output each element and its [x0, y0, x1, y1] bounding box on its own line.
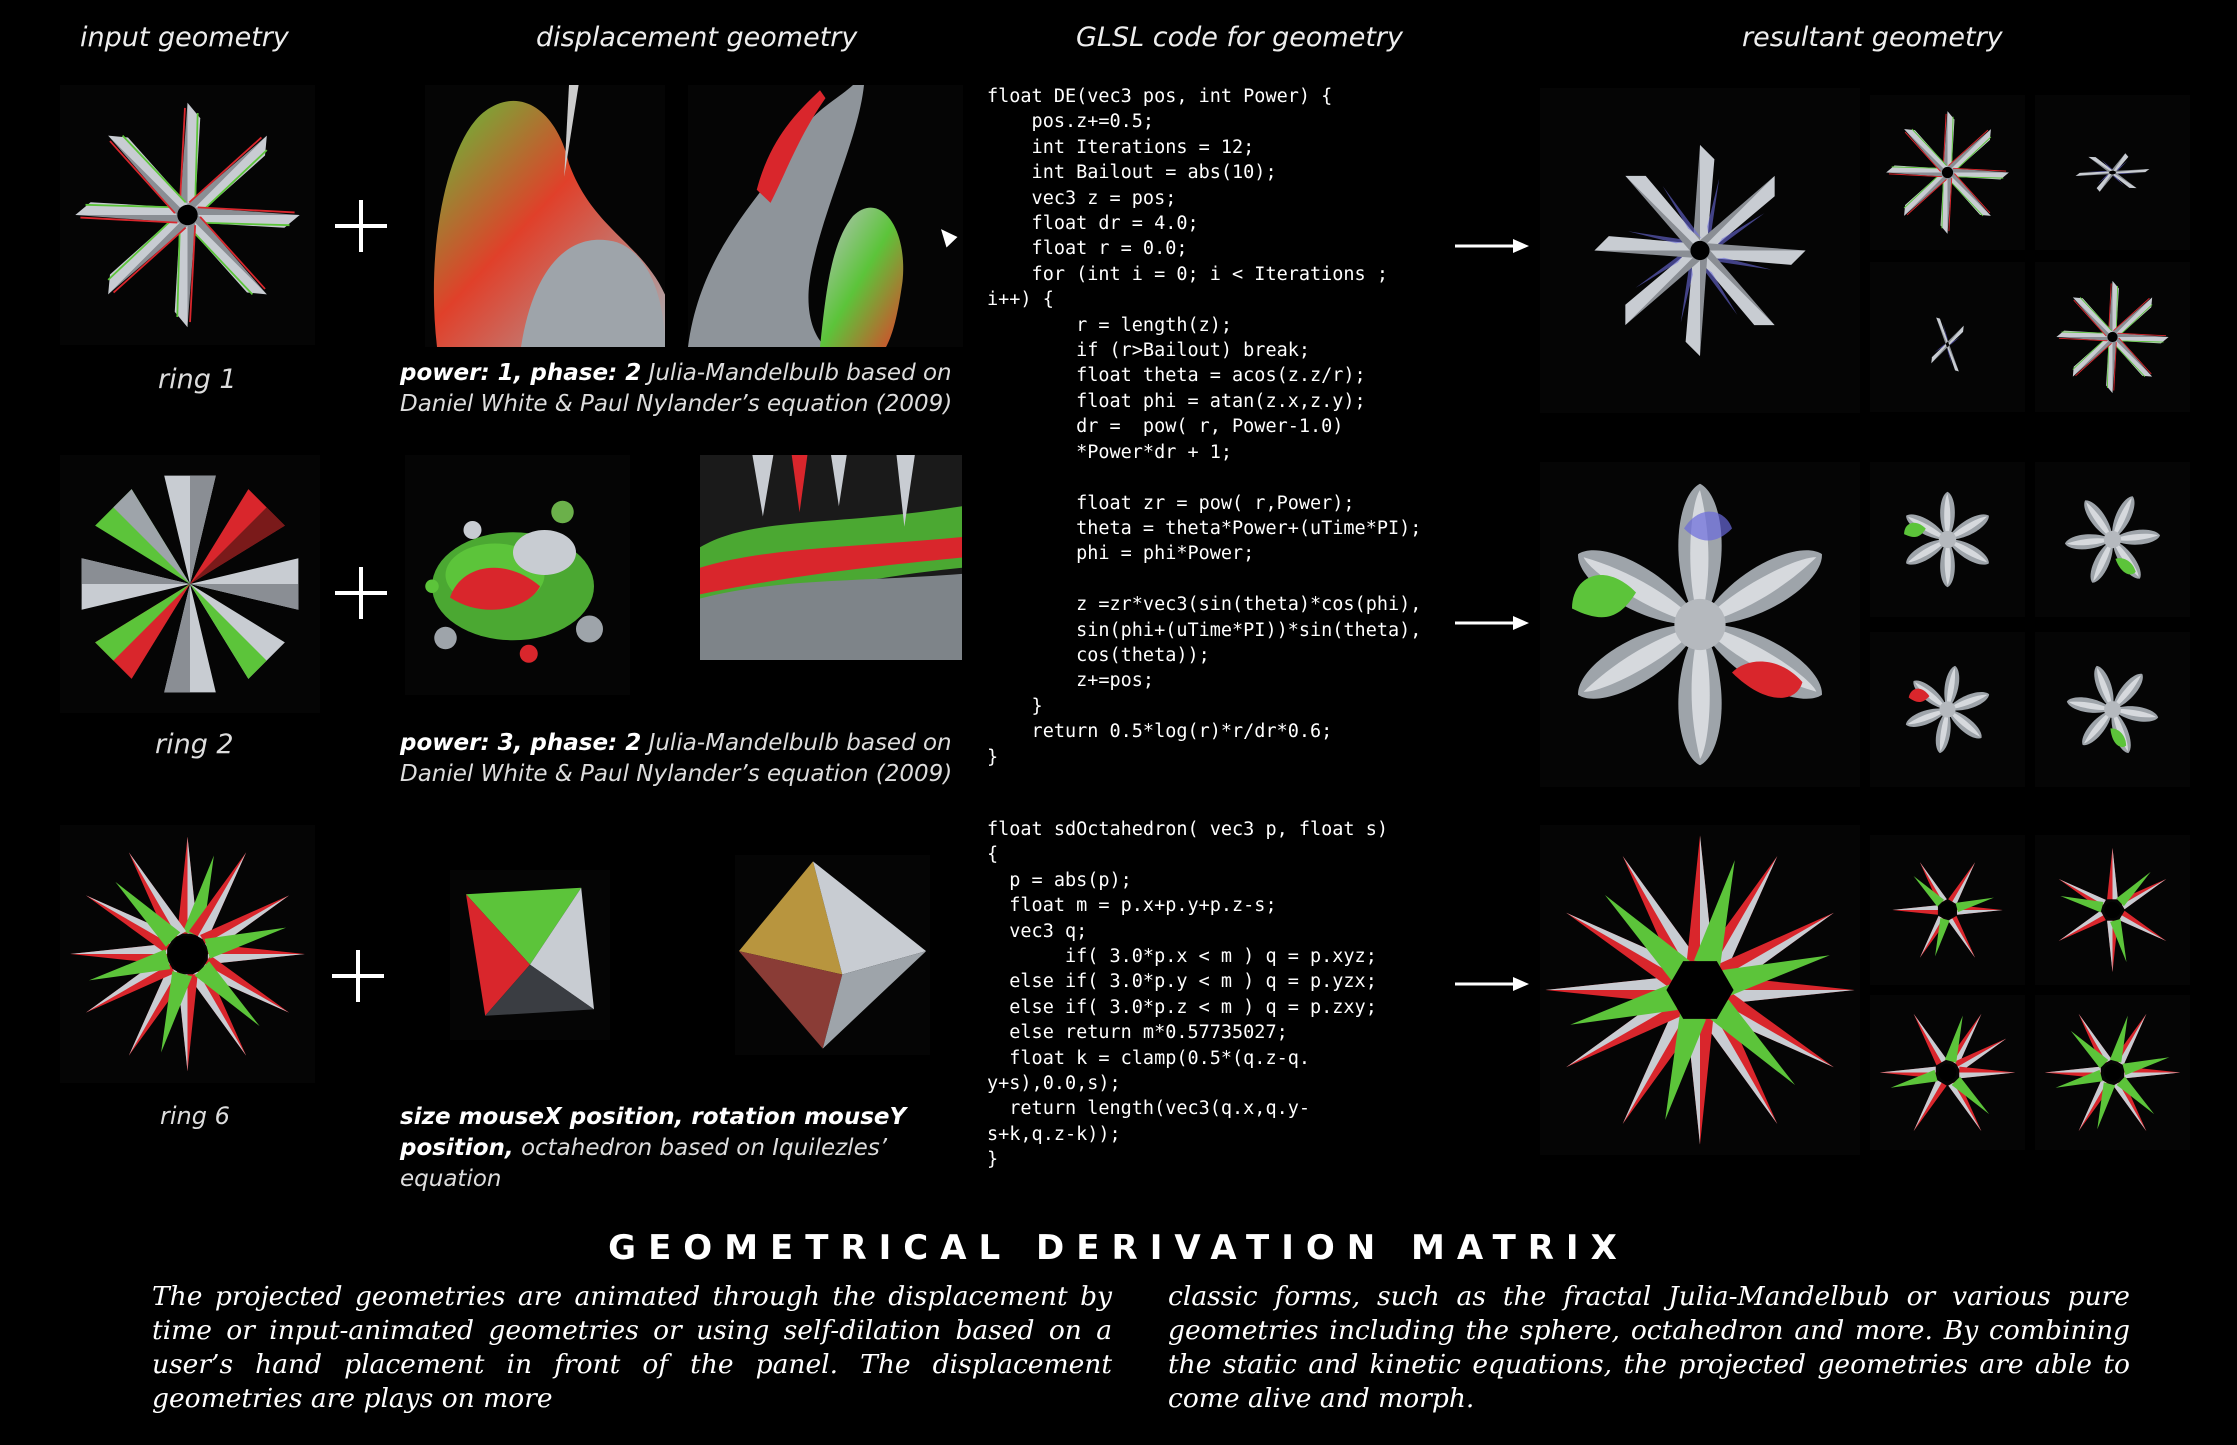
ring-1-caption-params: power: 1, phase: 2 [400, 360, 641, 386]
plus-icon [333, 198, 389, 254]
ring-6-caption: size mouseX position, rotation mouseY po… [400, 1102, 980, 1195]
plus-icon [330, 948, 386, 1004]
ring-2-result-image [1540, 462, 1860, 787]
header-glsl-code: GLSL code for geometry [1076, 22, 1403, 53]
header-displacement-geometry: displacement geometry [536, 22, 857, 53]
ring-2-caption-params: power: 3, phase: 2 [400, 730, 641, 756]
header-resultant-geometry: resultant geometry [1742, 22, 2003, 53]
header-input-geometry: input geometry [80, 22, 289, 53]
arrow-right-icon [1455, 613, 1530, 633]
ring-6-result-thumb-3 [1870, 995, 2025, 1150]
ring-2-displacement-image-2 [700, 455, 962, 660]
arrow-right-icon [1455, 974, 1530, 994]
ring-2-caption: power: 3, phase: 2 Julia-Mandelbulb base… [400, 728, 980, 790]
ring-2-label: ring 2 [155, 729, 234, 760]
ring-6-label: ring 6 [160, 1102, 230, 1130]
octahedron-image-2 [735, 855, 930, 1055]
ring-1-displacement-image-2 [688, 85, 963, 347]
ring-2-displacement-image-1 [405, 455, 630, 695]
arrow-right-icon [1455, 236, 1530, 256]
code-block-mandelbulb: float DE(vec3 pos, int Power) { pos.z+=0… [987, 84, 1421, 770]
ring-6-result-thumb-1 [1870, 835, 2025, 985]
ring-1-input-image [60, 85, 315, 345]
ring-6-result-thumb-2 [2035, 835, 2190, 985]
ring-2-result-thumb-1 [1870, 462, 2025, 617]
page-title: GEOMETRICAL DERIVATION MATRIX [0, 1228, 2237, 1268]
ring-1-result-image [1540, 88, 1860, 413]
octahedron-image-1 [450, 870, 610, 1040]
ring-2-result-thumb-4 [2035, 632, 2190, 787]
ring-1-result-thumb-1 [1870, 95, 2025, 250]
ring-6-result-thumb-4 [2035, 995, 2190, 1150]
ring-6-result-image [1540, 825, 1860, 1155]
ring-1-displacement-image-1 [425, 85, 665, 347]
ring-1-result-thumb-2 [2035, 95, 2190, 250]
ring-2-result-thumb-2 [2035, 462, 2190, 617]
ring-1-result-thumb-4 [2035, 262, 2190, 412]
ring-1-label: ring 1 [158, 364, 237, 395]
code-block-octahedron: float sdOctahedron( vec3 p, float s) { p… [987, 817, 1388, 1173]
ring-2-input-image [60, 455, 320, 713]
description-paragraph-right: classic forms, such as the fractal Julia… [1168, 1280, 2130, 1416]
description-paragraph-left: The projected geometries are animated th… [152, 1280, 1112, 1416]
ring-1-result-thumb-3 [1870, 262, 2025, 412]
ring-2-result-thumb-3 [1870, 632, 2025, 787]
plus-icon [333, 565, 389, 621]
ring-1-caption: power: 1, phase: 2 Julia-Mandelbulb base… [400, 358, 980, 420]
ring-6-input-image [60, 825, 315, 1083]
